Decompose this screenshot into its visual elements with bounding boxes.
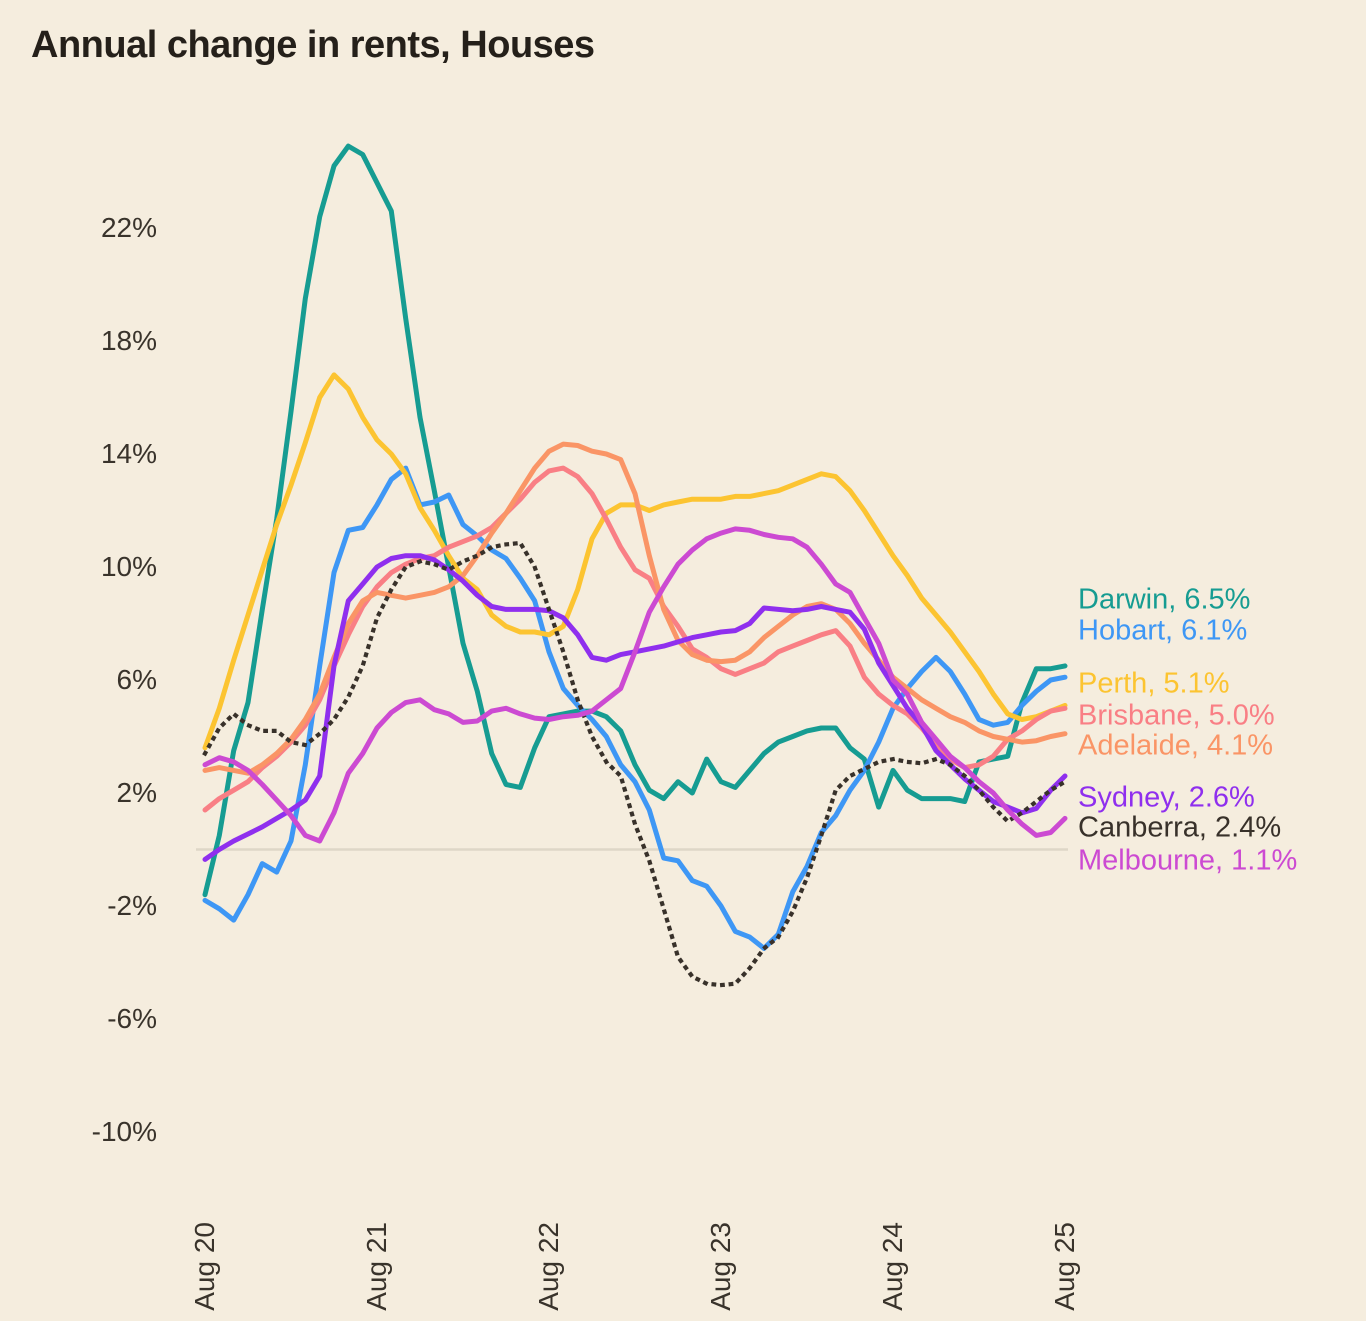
y-tick-label-14: 14% (100, 438, 157, 469)
legend-label-hobart: Hobart, 6.1% (1078, 614, 1248, 647)
legend-label-darwin: Darwin, 6.5% (1078, 583, 1251, 616)
legend-label-sydney: Sydney, 2.6% (1078, 781, 1255, 814)
x-tick-label-aug-20: Aug 20 (189, 1222, 220, 1311)
x-tick-label-aug-25: Aug 25 (1049, 1222, 1080, 1311)
legend-label-canberra: Canberra, 2.4% (1078, 811, 1282, 844)
series-line-perth (202, 372, 1068, 751)
x-tick-label-aug-21: Aug 21 (361, 1222, 392, 1311)
y-tick-label-22: 22% (100, 212, 157, 243)
y-tick-label--6: -6% (107, 1003, 157, 1034)
legend-label-brisbane: Brisbane, 5.0% (1078, 699, 1275, 732)
y-tick-label-18: 18% (100, 325, 157, 356)
chart-title: Annual change in rents, Houses (31, 24, 595, 66)
legend-label-adelaide: Adelaide, 4.1% (1078, 729, 1274, 762)
legend-label-perth: Perth, 5.1% (1078, 667, 1230, 700)
series-line-adelaide (202, 441, 1068, 776)
x-tick-label-aug-22: Aug 22 (533, 1222, 564, 1311)
y-tick-label-10: 10% (100, 551, 157, 582)
series-line-melbourne (202, 526, 1068, 844)
y-tick-label-6: 6% (116, 664, 157, 695)
series-line-canberra (202, 540, 1068, 988)
x-tick-label-aug-24: Aug 24 (877, 1222, 908, 1311)
series-line-darwin (202, 143, 1068, 898)
y-tick-label-2: 2% (116, 777, 157, 808)
legend-label-melbourne: Melbourne, 1.1% (1078, 844, 1298, 877)
x-tick-label-aug-23: Aug 23 (705, 1222, 736, 1311)
series-line-hobart (202, 465, 1068, 951)
y-tick-label--2: -2% (107, 890, 157, 921)
y-tick-label--10: -10% (91, 1116, 157, 1147)
